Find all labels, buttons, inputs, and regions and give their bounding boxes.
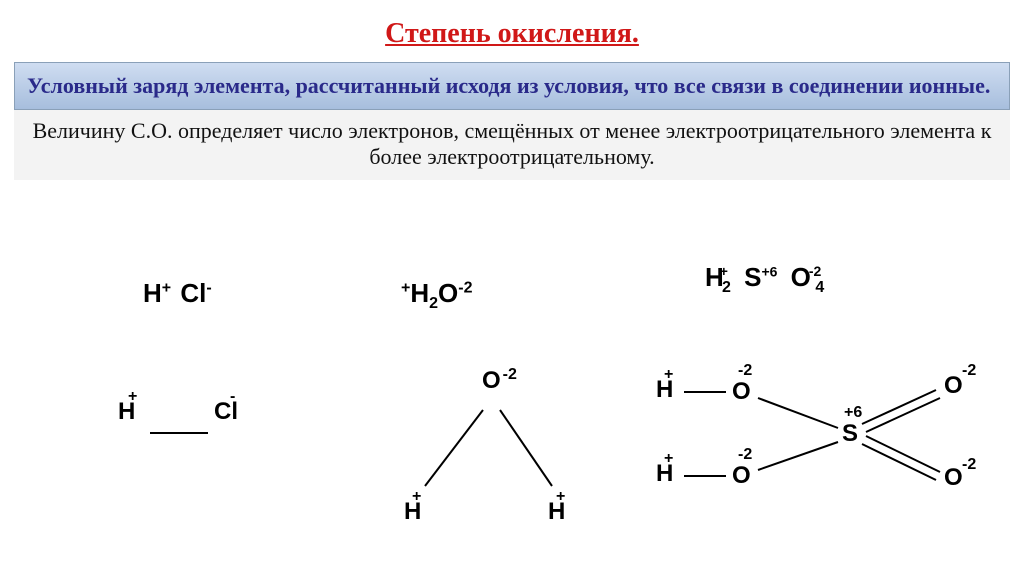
struct-h2o-O-sup: -2 bbox=[503, 366, 517, 383]
struct-o3-sym: O bbox=[944, 372, 963, 399]
struct-o1-sup: -2 bbox=[738, 362, 752, 380]
struct-o1-sym: O bbox=[732, 378, 751, 405]
struct-h2-sym: H bbox=[656, 460, 673, 487]
page-title: Степень окисления. bbox=[0, 0, 1024, 50]
h2so4-S-sup: +6 bbox=[761, 263, 777, 279]
formula-hcl: H+ Cl- bbox=[143, 278, 212, 309]
hcl-H-sup: + bbox=[162, 279, 171, 296]
struct-o3: O-2 bbox=[944, 372, 963, 400]
struct-h2o-H2: + H bbox=[548, 488, 565, 526]
h2o-H-sub: 2 bbox=[429, 295, 438, 312]
hcl-H: H bbox=[143, 278, 162, 308]
h2so4-O: O bbox=[791, 262, 811, 292]
h2o-H: H bbox=[410, 278, 429, 308]
struct-h2: + H bbox=[656, 450, 673, 488]
struct-s-sym: S bbox=[842, 420, 858, 447]
bond-o2-s bbox=[758, 442, 838, 470]
struct-h1-sym: H bbox=[656, 376, 673, 403]
title-text: Степень окисления. bbox=[385, 18, 639, 49]
hcl-Cl: Cl bbox=[180, 278, 206, 308]
struct-o3-sup: -2 bbox=[962, 362, 976, 380]
bond-h2o-oh1 bbox=[425, 410, 483, 486]
h2so4-H-sup: + bbox=[720, 263, 728, 279]
bond-s-o3-b bbox=[866, 398, 940, 432]
h2so4-S: S bbox=[744, 262, 761, 292]
bond-o1-s bbox=[758, 398, 838, 428]
struct-o1: O-2 bbox=[732, 378, 751, 406]
h2o-O: O bbox=[438, 278, 458, 308]
bond-s-o4-b bbox=[866, 436, 940, 472]
struct-o2-sym: O bbox=[732, 462, 751, 489]
struct-s: S+6 bbox=[842, 420, 858, 448]
formula-h2o: +H2O-2 bbox=[401, 278, 473, 313]
struct-o4-sup: -2 bbox=[962, 456, 976, 474]
struct-o2-sup: -2 bbox=[738, 446, 752, 464]
explanation-box: Величину С.О. определяет число электроно… bbox=[14, 110, 1010, 180]
h2so4-O-sup: -2 bbox=[809, 263, 821, 279]
struct-s-sup: +6 bbox=[844, 404, 862, 422]
formula-h2so4: H+2 S+6 O-24 bbox=[705, 262, 824, 297]
struct-h2o-O-sym: O bbox=[482, 367, 501, 394]
struct-o2: O-2 bbox=[732, 462, 751, 490]
h2so4-H-sub: 2 bbox=[722, 279, 731, 296]
h2o-O-sup: -2 bbox=[458, 279, 472, 296]
struct-h2o-H1: + H bbox=[404, 488, 421, 526]
struct-o4: O-2 bbox=[944, 464, 963, 492]
h2o-pre-sup: + bbox=[401, 279, 410, 296]
h2so4-O-sub: 4 bbox=[815, 279, 824, 296]
struct-h1: + H bbox=[656, 366, 673, 404]
explanation-text: Величину С.О. определяет число электроно… bbox=[33, 118, 992, 169]
bond-h2o-oh2 bbox=[500, 410, 552, 486]
struct-hcl-Cl-sym: Cl bbox=[214, 398, 238, 425]
struct-h2o-O: O-2 bbox=[482, 366, 517, 395]
definition-box: Условный заряд элемента, рассчитанный ис… bbox=[14, 62, 1010, 110]
struct-h2o-H1-sym: H bbox=[404, 498, 421, 525]
struct-hcl-H: + H bbox=[118, 388, 137, 426]
struct-hcl-H-sym: H bbox=[118, 398, 135, 425]
struct-hcl-Cl: - Cl bbox=[214, 388, 238, 426]
hcl-Cl-sup: - bbox=[206, 279, 211, 296]
diagram-area: H+ Cl- +H2O-2 H+2 S+6 O-24 + H - Cl O-2 … bbox=[0, 248, 1024, 574]
bond-s-o3-a bbox=[862, 390, 936, 424]
bond-s-o4-a bbox=[862, 444, 936, 480]
struct-h2o-H2-sym: H bbox=[548, 498, 565, 525]
struct-o4-sym: O bbox=[944, 464, 963, 491]
definition-text: Условный заряд элемента, рассчитанный ис… bbox=[27, 73, 990, 98]
